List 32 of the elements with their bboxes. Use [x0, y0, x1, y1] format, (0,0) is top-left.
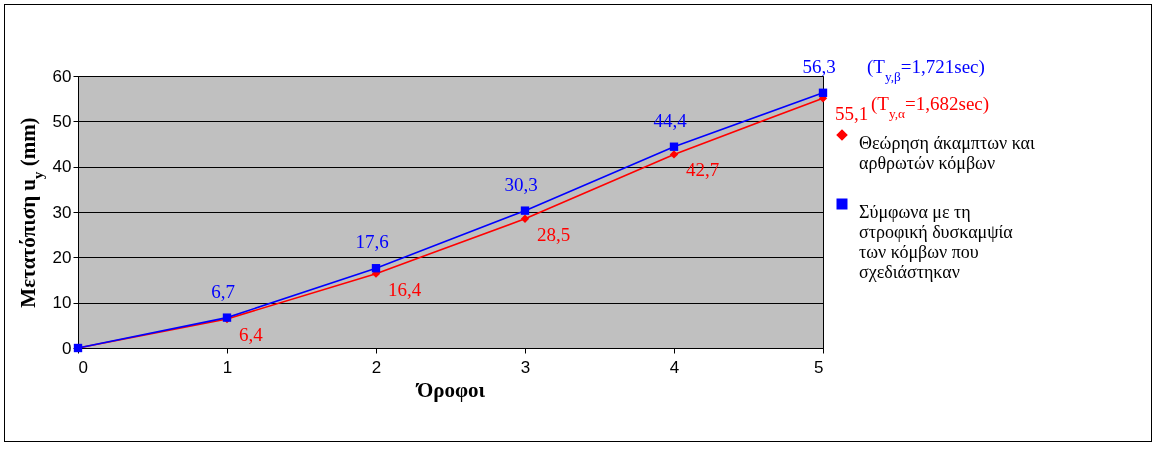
- data-label: 30,3: [504, 173, 538, 195]
- x-axis-title: Όροφοι: [414, 377, 486, 402]
- data-label: 16,4: [388, 278, 422, 300]
- annotation: (T$_{y,α}$=1,682sec): [871, 93, 990, 121]
- x-tick-label: 5: [814, 357, 824, 377]
- y-tick-label: 20: [52, 247, 72, 267]
- point: [818, 88, 828, 97]
- y-tick-label: 40: [52, 157, 72, 177]
- y-tick-label: 50: [52, 111, 72, 131]
- y-tick-label: 60: [52, 66, 72, 86]
- legend-label: Σύμφωνα με τη στροφική δυσκαμψία των κόμβων που σχεδιάστηκαν: [859, 202, 1014, 282]
- data-label: 6,4: [239, 323, 264, 345]
- data-label: 6,7: [211, 280, 235, 302]
- data-label: 28,5: [537, 223, 571, 245]
- data-label: 55,1: [835, 103, 869, 125]
- annotation: (T$_{y,β}$=1,721sec): [867, 55, 985, 84]
- point: [669, 150, 679, 159]
- point: [520, 214, 530, 223]
- point: [520, 206, 530, 215]
- point: [371, 264, 381, 273]
- x-tick-label: 2: [371, 357, 382, 377]
- legend-label: Θεώρηση άκαμπτων και αρθρωτών κόμβων: [859, 133, 1035, 173]
- x-tick-label: 4: [669, 357, 680, 377]
- y-tick-label: 0: [62, 338, 72, 358]
- x-tick-label: 0: [78, 357, 88, 377]
- point: [669, 142, 679, 151]
- y-tick-label: 30: [52, 202, 72, 222]
- x-tick-label: 1: [222, 357, 233, 377]
- x-tick-label: 3: [520, 357, 531, 377]
- y-tick-label: 10: [52, 293, 72, 313]
- data-label: 17,6: [355, 231, 389, 253]
- data-label: 56,3: [802, 55, 836, 77]
